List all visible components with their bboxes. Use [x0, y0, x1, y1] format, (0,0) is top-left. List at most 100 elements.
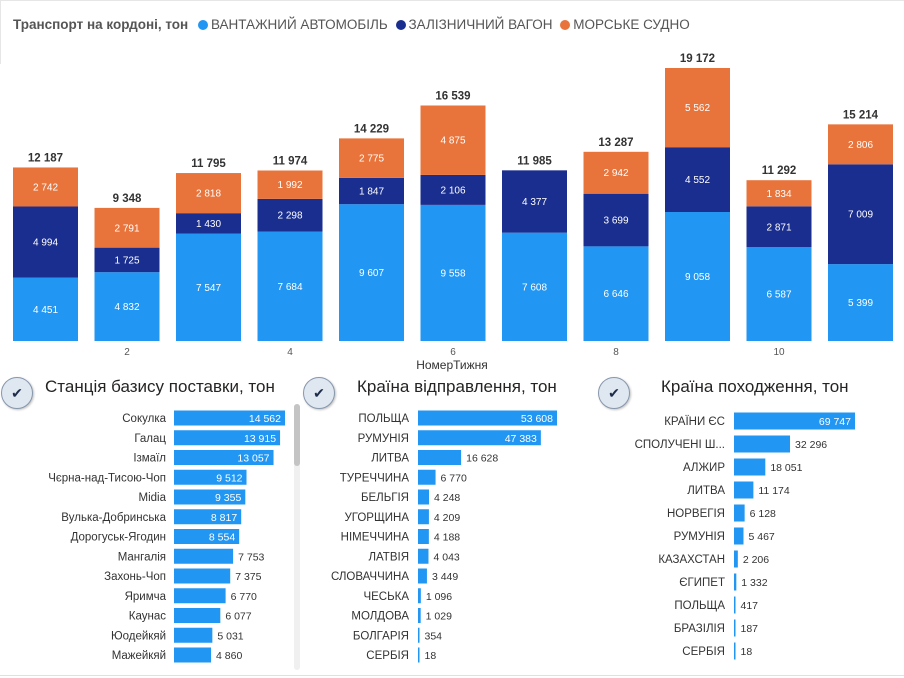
total-label: 11 985: [517, 155, 552, 167]
bar: [734, 412, 855, 430]
data-label-truck: 4 832: [114, 302, 139, 313]
bar: [734, 550, 738, 568]
category-label: ЛИТВА: [371, 453, 409, 465]
value-label: 354: [425, 630, 443, 642]
value-label: 187: [741, 623, 759, 635]
bar-segment-sea: [746, 180, 812, 207]
bar: [174, 450, 274, 465]
bar: [418, 608, 421, 623]
data-label-rail: 1 725: [114, 255, 139, 266]
bar: [418, 529, 429, 544]
category-label: БОЛГАРІЯ: [353, 630, 409, 642]
value-label: 47 383: [505, 433, 537, 445]
bar-segment-truck: [502, 232, 567, 341]
data-label-rail: 2 298: [277, 211, 302, 222]
legend-item-sea[interactable]: МОРСЬКЕ СУДНО: [560, 17, 690, 32]
data-label-sea: 2 942: [603, 168, 628, 179]
value-label: 6 770: [441, 472, 467, 484]
filter-toggle-dispatch[interactable]: ✔: [303, 377, 335, 409]
data-label-sea: 2 791: [114, 223, 139, 234]
station-scrollbar-thumb[interactable]: [294, 404, 300, 466]
bar-segment-rail: [13, 206, 78, 278]
data-label-sea: 2 806: [848, 140, 873, 151]
value-label: 1 096: [426, 591, 452, 603]
bar-segment-rail: [502, 170, 567, 233]
category-label: БРАЗІЛІЯ: [674, 623, 725, 635]
data-label-rail: 1 847: [359, 187, 384, 198]
bar-segment-truck: [746, 247, 812, 341]
legend-label-rail: ЗАЛІЗНИЧНИЙ ВАГОН: [408, 17, 553, 32]
top-border: [0, 0, 904, 1]
value-label: 6 770: [231, 591, 257, 603]
bar: [734, 435, 791, 453]
x-tick-label: 6: [450, 347, 456, 358]
value-label: 6 077: [225, 611, 251, 623]
category-label: Ізмаїл: [133, 453, 166, 465]
bar: [418, 450, 462, 465]
bar-segment-rail: [583, 193, 649, 247]
category-label: РУМУНІЯ: [358, 433, 409, 445]
value-label: 4 248: [434, 492, 460, 504]
bar: [174, 529, 240, 544]
value-label: 9 512: [216, 472, 242, 484]
bar: [174, 608, 221, 623]
bar-segment-truck: [13, 277, 78, 341]
bar-segment-truck: [176, 233, 241, 341]
bar: [418, 489, 430, 505]
bar-segment-truck: [94, 272, 160, 341]
value-label: 3 449: [432, 571, 458, 583]
category-label: ПОЛЬЩА: [358, 413, 409, 425]
bar: [418, 469, 436, 485]
data-label-rail: 4 377: [522, 197, 547, 208]
category-label: Чєрна-над-Тисою-Чоп: [48, 472, 166, 484]
data-label-sea: 4 875: [440, 136, 465, 147]
bar: [174, 410, 285, 426]
x-axis-title: НомерТижня: [416, 358, 488, 372]
filter-toggle-station[interactable]: ✔: [1, 377, 33, 409]
bar: [734, 619, 736, 637]
bar: [174, 627, 213, 643]
value-label: 18 051: [770, 462, 802, 474]
filter-toggle-origin[interactable]: ✔: [598, 377, 630, 409]
chart-legend: Транспорт на кордоні, тон ВАНТАЖНИЙ АВТО…: [13, 17, 690, 32]
bar: [418, 568, 427, 584]
legend-item-truck[interactable]: ВАНТАЖНИЙ АВТОМОБІЛЬ: [197, 17, 388, 32]
category-label: ПОЛЬЩА: [674, 600, 725, 612]
station-panel-title: Станція базису поставки, тон: [45, 377, 275, 396]
category-label: МОЛДОВА: [351, 611, 409, 623]
bottom-border: [0, 675, 904, 676]
value-label: 8 817: [211, 512, 237, 524]
bar-segment-truck: [583, 246, 649, 341]
category-label: ТУРЕЧЧИНА: [340, 472, 410, 484]
legend-item-rail[interactable]: ЗАЛІЗНИЧНИЙ ВАГОН: [395, 17, 553, 32]
value-label: 417: [741, 600, 759, 612]
bar: [174, 469, 247, 485]
bar-segment-truck: [420, 204, 486, 341]
station-scrollbar-track[interactable]: [294, 404, 300, 670]
value-label: 5 467: [748, 531, 774, 543]
value-label: 9 355: [215, 492, 241, 504]
data-label-truck: 6 587: [766, 290, 791, 301]
bar-segment-rail: [665, 147, 730, 213]
bar: [418, 548, 429, 564]
check-icon: ✔: [313, 385, 325, 401]
data-label-rail: 4 552: [685, 175, 710, 186]
total-label: 11 292: [762, 165, 797, 177]
category-label: Midia: [139, 492, 167, 504]
total-label: 11 795: [191, 158, 226, 170]
bar-segment-rail: [828, 164, 893, 265]
bar: [418, 588, 421, 604]
category-label: Яримча: [125, 591, 167, 603]
category-label: Сокулка: [122, 413, 166, 425]
bar: [174, 647, 212, 663]
data-label-rail: 2 106: [440, 185, 465, 196]
value-label: 18: [741, 646, 753, 658]
bar: [418, 410, 557, 426]
bar: [734, 481, 754, 499]
bar-segment-sea: [257, 170, 323, 199]
value-label: 7 375: [235, 571, 261, 583]
legend-dot-truck: [197, 20, 208, 30]
bar-segment-truck: [257, 231, 323, 341]
bar: [174, 588, 226, 604]
